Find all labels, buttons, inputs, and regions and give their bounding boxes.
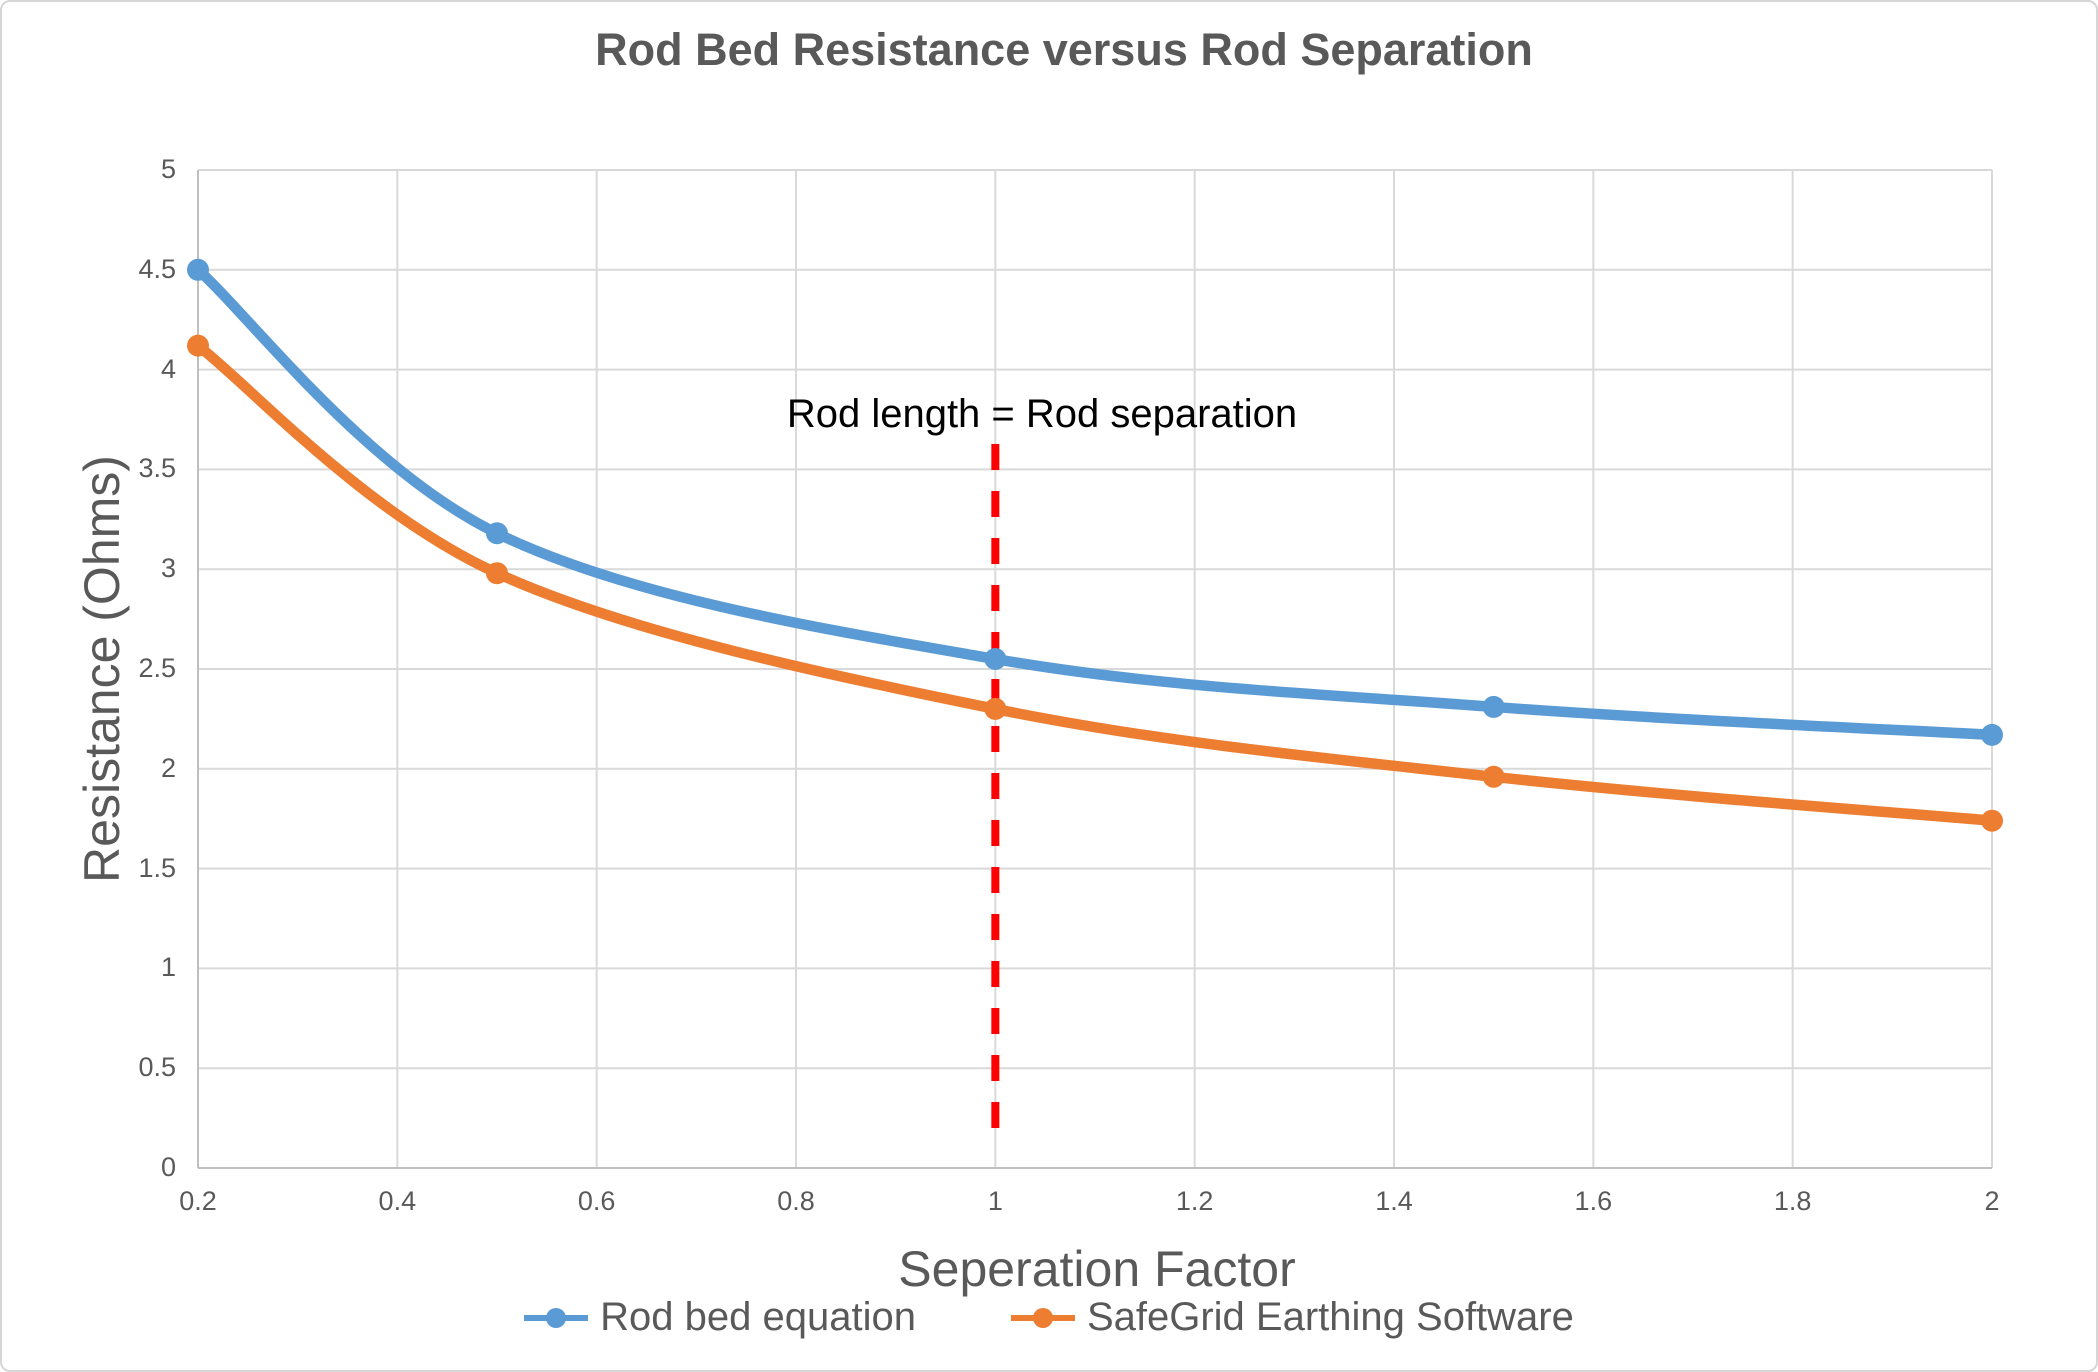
y-tick-label: 4: [160, 353, 176, 384]
data-point-marker: [486, 562, 508, 585]
series-line: [192, 264, 1998, 741]
y-tick-label: 0.5: [138, 1052, 176, 1083]
x-tick-label: 1.4: [1375, 1186, 1413, 1216]
legend-line-marker-icon: [1010, 1307, 1075, 1328]
x-tick-label: 1: [987, 1186, 1003, 1216]
y-tick-label: 3.5: [138, 453, 176, 484]
x-tick-label: 0.6: [577, 1186, 616, 1216]
x-tick-label: 1.8: [1773, 1186, 1812, 1216]
y-tick-label: 1.5: [138, 852, 176, 883]
y-tick-label: 3: [160, 553, 176, 584]
chart-title: Rod Bed Resistance versus Rod Separation: [595, 24, 1533, 75]
data-point-marker: [984, 697, 1007, 720]
data-point-marker: [1482, 695, 1505, 718]
series-line: [192, 340, 1998, 826]
legend-item-safegrid-earthing-software: SafeGrid Earthing Software: [1010, 1295, 1574, 1340]
data-point-marker: [486, 522, 508, 545]
data-point-marker: [187, 258, 209, 281]
y-axis-title: Resistance (Ohms): [74, 455, 130, 883]
data-point-marker: [1981, 809, 2003, 832]
data-point-marker: [1981, 723, 2003, 746]
legend-label: Rod bed equation: [600, 1295, 916, 1339]
legend: Rod bed equation SafeGrid Earthing Softw…: [2, 1295, 2096, 1340]
data-point-marker: [1482, 765, 1505, 788]
x-tick-label: 0.8: [777, 1186, 815, 1216]
y-tick-label: 4.5: [138, 253, 176, 284]
x-axis-title: Seperation Factor: [898, 1241, 1296, 1297]
y-tick-label: 2.5: [138, 653, 176, 683]
x-tick-label: 1.2: [1175, 1186, 1214, 1216]
y-tick-label: 0: [160, 1152, 176, 1182]
legend-line-marker-icon: [524, 1307, 589, 1328]
data-point-marker: [187, 334, 209, 357]
data-point-marker: [984, 648, 1007, 671]
legend-label: SafeGrid Earthing Software: [1086, 1295, 1574, 1339]
x-tick-label: 1.6: [1574, 1186, 1613, 1216]
x-tick-label: 0.2: [179, 1186, 217, 1216]
legend-item-rod-bed-equation: Rod bed equation: [524, 1295, 916, 1340]
x-tick-label: 2: [1984, 1186, 2000, 1216]
x-tick-label: 0.4: [378, 1186, 417, 1216]
y-tick-label: 2: [160, 752, 176, 783]
y-tick-label: 1: [160, 952, 176, 983]
y-tick-label: 5: [160, 154, 176, 184]
reference-line-annotation: Rod length = Rod separation: [786, 392, 1298, 436]
